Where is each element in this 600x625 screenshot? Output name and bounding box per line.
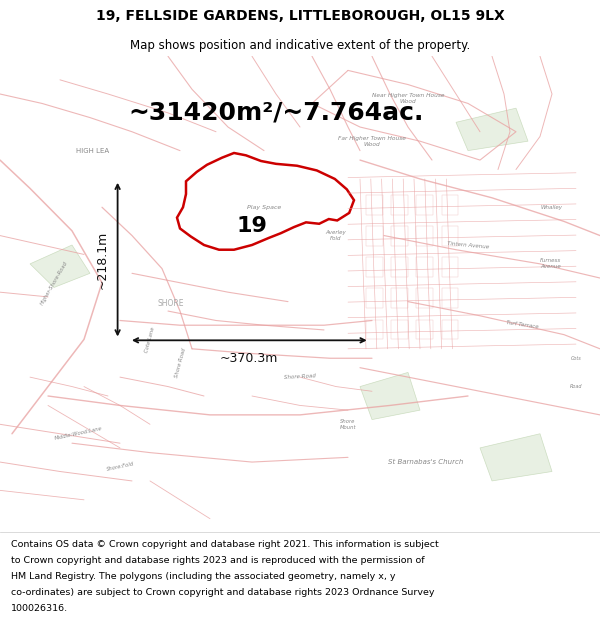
Text: Shore Road: Shore Road — [173, 348, 187, 378]
Bar — [416, 319, 433, 339]
Text: Higher-Shore-Road: Higher-Shore-Road — [40, 260, 68, 306]
Bar — [391, 226, 408, 246]
Text: SHORE: SHORE — [158, 299, 184, 309]
Bar — [442, 226, 458, 246]
Text: Shore Road: Shore Road — [284, 374, 316, 381]
Text: co-ordinates) are subject to Crown copyright and database rights 2023 Ordnance S: co-ordinates) are subject to Crown copyr… — [11, 588, 434, 597]
Polygon shape — [480, 434, 552, 481]
Bar — [416, 226, 433, 246]
Polygon shape — [456, 108, 528, 151]
Text: Shore
Mount: Shore Mount — [340, 419, 356, 430]
Bar — [442, 288, 458, 308]
Bar — [366, 288, 383, 308]
Bar — [416, 195, 433, 215]
Bar — [366, 195, 383, 215]
Text: ~218.1m: ~218.1m — [96, 231, 109, 289]
Text: HIGH LEA: HIGH LEA — [76, 148, 110, 154]
Text: 19: 19 — [236, 216, 268, 236]
Bar — [391, 258, 408, 277]
Text: Averley
Fold: Averley Fold — [326, 230, 346, 241]
Text: Road: Road — [570, 384, 582, 389]
Text: ~370.3m: ~370.3m — [220, 352, 278, 365]
Text: HM Land Registry. The polygons (including the associated geometry, namely x, y: HM Land Registry. The polygons (includin… — [11, 572, 395, 581]
Bar — [366, 258, 383, 277]
Bar — [391, 195, 408, 215]
Bar — [442, 319, 458, 339]
Text: to Crown copyright and database rights 2023 and is reproduced with the permissio: to Crown copyright and database rights 2… — [11, 556, 424, 565]
Polygon shape — [30, 245, 90, 288]
Polygon shape — [360, 372, 420, 419]
Text: Shore:Fold: Shore:Fold — [106, 461, 134, 472]
Text: 100026316.: 100026316. — [11, 604, 68, 612]
Text: Whalley: Whalley — [540, 205, 562, 210]
Text: Far Higher Town House
Wood: Far Higher Town House Wood — [338, 136, 406, 147]
Text: Play Space: Play Space — [247, 205, 281, 210]
Bar — [366, 226, 383, 246]
Text: Near Higher Town House
Wood: Near Higher Town House Wood — [372, 93, 444, 104]
Text: St Barnabas's Church: St Barnabas's Church — [388, 459, 464, 465]
Text: 19, FELLSIDE GARDENS, LITTLEBOROUGH, OL15 9LX: 19, FELLSIDE GARDENS, LITTLEBOROUGH, OL1… — [95, 9, 505, 22]
Text: ~31420m²/~7.764ac.: ~31420m²/~7.764ac. — [128, 101, 424, 125]
Text: Furness
Avenue: Furness Avenue — [540, 259, 561, 269]
Bar — [391, 288, 408, 308]
Text: Tintern Avenue: Tintern Avenue — [447, 241, 489, 249]
Bar — [442, 258, 458, 277]
Text: Middle:Wood:Lane: Middle:Wood:Lane — [53, 426, 103, 441]
Text: Cots: Cots — [571, 356, 581, 361]
Bar — [391, 319, 408, 339]
Bar — [442, 195, 458, 215]
Bar — [416, 288, 433, 308]
Text: Cote Lane: Cote Lane — [144, 326, 156, 353]
Bar — [416, 258, 433, 277]
Text: Contains OS data © Crown copyright and database right 2021. This information is : Contains OS data © Crown copyright and d… — [11, 540, 439, 549]
Text: Map shows position and indicative extent of the property.: Map shows position and indicative extent… — [130, 39, 470, 51]
Bar — [366, 319, 383, 339]
Text: Turf Terrace: Turf Terrace — [505, 321, 539, 330]
